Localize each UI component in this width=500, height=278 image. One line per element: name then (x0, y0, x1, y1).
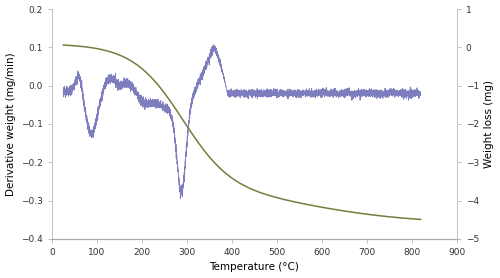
Y-axis label: Derivative weight (mg/min): Derivative weight (mg/min) (6, 52, 16, 196)
X-axis label: Temperature (°C): Temperature (°C) (210, 262, 299, 272)
Y-axis label: Weight loss (mg): Weight loss (mg) (484, 80, 494, 168)
